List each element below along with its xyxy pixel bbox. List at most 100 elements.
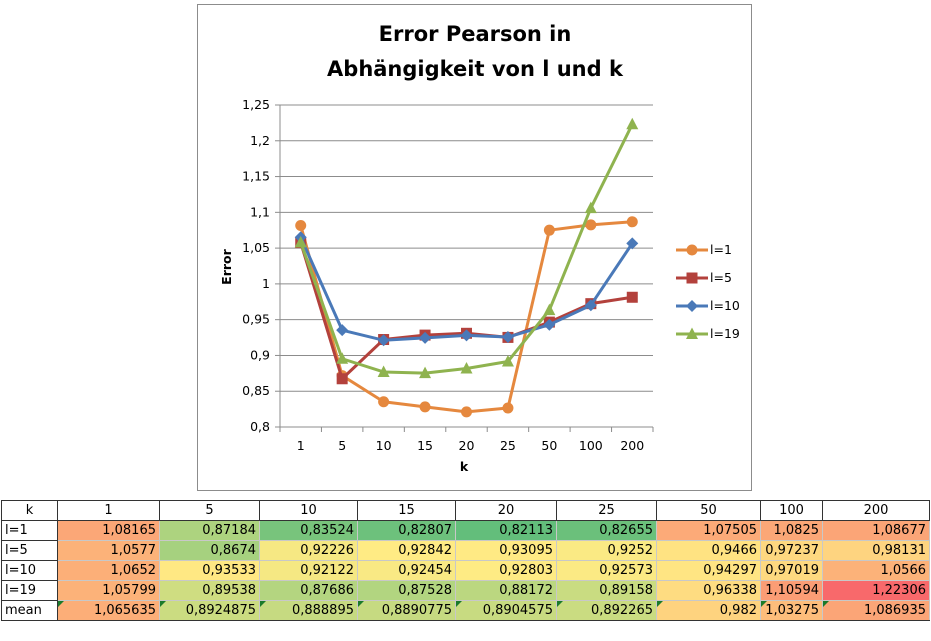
table-cell[interactable]: 0,92454 bbox=[357, 560, 456, 581]
chart-area[interactable]: Error Pearson in Abhängigkeit von l und … bbox=[197, 4, 752, 491]
table-cell[interactable]: 0,94297 bbox=[656, 560, 761, 581]
table-cell[interactable]: 0,87528 bbox=[357, 580, 456, 601]
data-point[interactable] bbox=[461, 406, 472, 418]
data-point[interactable] bbox=[626, 237, 639, 250]
data-point[interactable] bbox=[419, 401, 431, 413]
header-cell[interactable]: 1 bbox=[57, 500, 160, 521]
header-cell[interactable]: 50 bbox=[656, 500, 761, 521]
table-cell[interactable]: 1,086935 bbox=[822, 600, 930, 621]
table-cell[interactable]: 0,888895 bbox=[259, 600, 358, 621]
data-point[interactable] bbox=[377, 365, 390, 378]
table-cell[interactable]: 1,22306 bbox=[822, 580, 930, 601]
data-point[interactable] bbox=[626, 117, 639, 130]
table-cell[interactable]: 1,08165 bbox=[57, 520, 160, 541]
table-cell[interactable]: 0,82807 bbox=[357, 520, 456, 541]
table-cell[interactable]: 1,065635 bbox=[57, 600, 160, 621]
table-cell[interactable]: 0,97019 bbox=[760, 560, 823, 581]
table-cell[interactable]: 0,93533 bbox=[159, 560, 260, 581]
table-cell[interactable]: 0,98131 bbox=[822, 540, 930, 561]
legend-item[interactable]: l=5 bbox=[676, 270, 732, 285]
legend-marker bbox=[686, 300, 698, 312]
data-point[interactable] bbox=[295, 219, 307, 231]
table-cell[interactable]: 0,8890775 bbox=[357, 600, 456, 621]
x-axis-label: k bbox=[460, 459, 469, 474]
table-cell[interactable]: 0,892265 bbox=[556, 600, 657, 621]
data-point[interactable] bbox=[502, 402, 514, 414]
data-point[interactable] bbox=[460, 329, 473, 342]
table-cell[interactable]: 1,0825 bbox=[760, 520, 823, 541]
table-cell[interactable]: 0,88172 bbox=[455, 580, 557, 601]
table-cell[interactable]: 0,92803 bbox=[455, 560, 557, 581]
table-row: l=1 1,08165 0,87184 0,83524 0,82807 0,82113 0,… bbox=[1, 520, 930, 541]
table-cell[interactable]: 0,82655 bbox=[556, 520, 657, 541]
data-point[interactable] bbox=[377, 334, 390, 347]
data-point[interactable] bbox=[336, 352, 349, 364]
data-point[interactable] bbox=[584, 201, 597, 214]
x-tick-label: 1 bbox=[297, 438, 305, 453]
table-cell[interactable]: 1,07505 bbox=[656, 520, 761, 541]
legend-item[interactable]: l=19 bbox=[676, 326, 740, 341]
table-cell[interactable]: 1,0577 bbox=[57, 540, 160, 561]
table-cell[interactable]: 0,96338 bbox=[656, 580, 761, 601]
header-cell[interactable]: 20 bbox=[455, 500, 557, 521]
table-cell[interactable]: 0,92122 bbox=[259, 560, 358, 581]
data-point[interactable] bbox=[543, 303, 556, 316]
data-point[interactable] bbox=[585, 219, 597, 231]
table-cell[interactable]: 1,0652 bbox=[57, 560, 160, 581]
table-cell[interactable]: 0,8674 bbox=[159, 540, 260, 561]
table-cell[interactable]: 0,92842 bbox=[357, 540, 456, 561]
table-cell[interactable]: 0,87686 bbox=[259, 580, 358, 601]
data-point[interactable] bbox=[584, 299, 597, 312]
data-point[interactable] bbox=[626, 216, 638, 228]
table-cell[interactable]: 0,8904575 bbox=[455, 600, 557, 621]
table-cell[interactable]: 0,89158 bbox=[556, 580, 657, 601]
y-axis-label: Error bbox=[219, 248, 234, 284]
legend-label: l=10 bbox=[710, 298, 740, 313]
table-cell[interactable]: 1,08677 bbox=[822, 520, 930, 541]
data-point[interactable] bbox=[419, 366, 432, 379]
header-cell[interactable]: 100 bbox=[760, 500, 823, 521]
data-point[interactable] bbox=[460, 362, 473, 374]
table-cell[interactable]: 0,92226 bbox=[259, 540, 358, 561]
table-cell[interactable]: 0,9466 bbox=[656, 540, 761, 561]
data-point[interactable] bbox=[294, 235, 307, 248]
table-cell[interactable]: 1,10594 bbox=[760, 580, 823, 601]
table-cell[interactable]: 0,93095 bbox=[455, 540, 557, 561]
data-point[interactable] bbox=[419, 331, 432, 344]
table-cell[interactable]: 0,982 bbox=[656, 600, 761, 621]
table-cell[interactable]: 0,8924875 bbox=[159, 600, 260, 621]
row-label[interactable]: l=10 bbox=[1, 560, 58, 581]
legend-item[interactable]: l=10 bbox=[676, 298, 740, 313]
header-cell[interactable]: 25 bbox=[556, 500, 657, 521]
legend-item[interactable]: l=1 bbox=[676, 242, 732, 257]
table-cell[interactable]: 0,82113 bbox=[455, 520, 557, 541]
data-point[interactable] bbox=[501, 331, 514, 344]
data-point[interactable] bbox=[543, 318, 556, 331]
table-cell[interactable]: 1,05799 bbox=[57, 580, 160, 601]
header-k[interactable]: k bbox=[1, 500, 58, 521]
header-cell[interactable]: 5 bbox=[159, 500, 260, 521]
series-l=10 bbox=[294, 231, 639, 347]
table-cell[interactable]: 1,0566 bbox=[822, 560, 930, 581]
header-cell[interactable]: 200 bbox=[822, 500, 930, 521]
data-point[interactable] bbox=[626, 291, 638, 303]
data-point[interactable] bbox=[501, 354, 514, 367]
header-cell[interactable]: 10 bbox=[259, 500, 358, 521]
table-cell[interactable]: 0,83524 bbox=[259, 520, 358, 541]
data-point[interactable] bbox=[378, 396, 390, 408]
row-label[interactable]: l=5 bbox=[1, 540, 58, 561]
header-cell[interactable]: 15 bbox=[357, 500, 456, 521]
data-point[interactable] bbox=[336, 373, 348, 385]
row-label[interactable]: l=19 bbox=[1, 580, 58, 601]
table-cell[interactable]: 0,89538 bbox=[159, 580, 260, 601]
row-label[interactable]: l=1 bbox=[1, 520, 58, 541]
row-label[interactable]: mean bbox=[1, 600, 58, 621]
data-point[interactable] bbox=[543, 224, 555, 236]
table-cell[interactable]: 0,92573 bbox=[556, 560, 657, 581]
table-cell[interactable]: 0,87184 bbox=[159, 520, 260, 541]
table-cell[interactable]: 0,9252 bbox=[556, 540, 657, 561]
table-cell[interactable]: 1,03275 bbox=[760, 600, 823, 621]
x-tick-label: 25 bbox=[500, 438, 516, 453]
data-point[interactable] bbox=[336, 324, 349, 337]
table-cell[interactable]: 0,97237 bbox=[760, 540, 823, 561]
